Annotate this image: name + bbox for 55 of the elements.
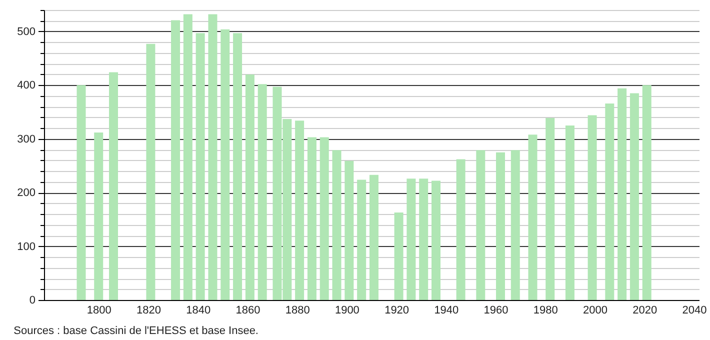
bar (94, 132, 104, 300)
bar (76, 85, 86, 300)
bar (245, 74, 254, 300)
x-tick-label: 1980 (533, 304, 558, 316)
x-tick-label: 2000 (583, 304, 608, 316)
y-tick-label: 100 (17, 240, 36, 253)
x-tick-label: 1880 (285, 304, 310, 316)
x-tick-label: 1960 (484, 304, 508, 316)
bar (320, 137, 329, 300)
bar (357, 180, 366, 300)
y-tick-label: 500 (17, 26, 36, 38)
bar (258, 84, 267, 300)
bar (419, 178, 428, 300)
bar (510, 150, 520, 300)
bar (369, 174, 378, 300)
bar (432, 180, 440, 300)
x-tick-label: 2020 (632, 304, 658, 316)
bar (295, 120, 304, 300)
bar (171, 20, 180, 300)
bar (146, 44, 156, 300)
bar (208, 14, 218, 300)
bar (605, 103, 614, 300)
y-tick-label: 400 (17, 80, 36, 92)
x-tick-label: 1840 (186, 304, 211, 316)
bar (406, 178, 416, 300)
x-tick-label: 1920 (384, 304, 410, 316)
x-tick-label: 1940 (434, 304, 459, 316)
bar (456, 159, 466, 300)
bar (630, 93, 639, 300)
bar (233, 33, 242, 300)
bar (183, 14, 192, 300)
bar (476, 150, 486, 300)
y-tick-label: 0 (29, 294, 36, 306)
x-tick-label: 1800 (86, 304, 112, 316)
x-tick-label: 1820 (136, 304, 161, 316)
y-tick-label: 300 (17, 133, 36, 146)
bar (565, 125, 574, 300)
bar (618, 88, 627, 300)
y-tick-label: 200 (17, 187, 36, 200)
x-tick-label: 2040 (682, 304, 707, 316)
bar (588, 115, 597, 300)
bar (109, 72, 118, 300)
bar (546, 118, 555, 300)
bar (220, 29, 230, 300)
bar (332, 150, 342, 300)
bar (344, 160, 354, 300)
bar (528, 134, 538, 300)
bar (394, 212, 404, 300)
bar (496, 152, 505, 300)
bar (196, 33, 205, 300)
bar (642, 85, 652, 300)
source-note: Sources : base Cassini de l'EHESS et base Insee. (14, 325, 258, 337)
x-tick-label: 1860 (236, 304, 260, 316)
x-tick-label: 1900 (334, 304, 360, 316)
bar (307, 137, 316, 300)
